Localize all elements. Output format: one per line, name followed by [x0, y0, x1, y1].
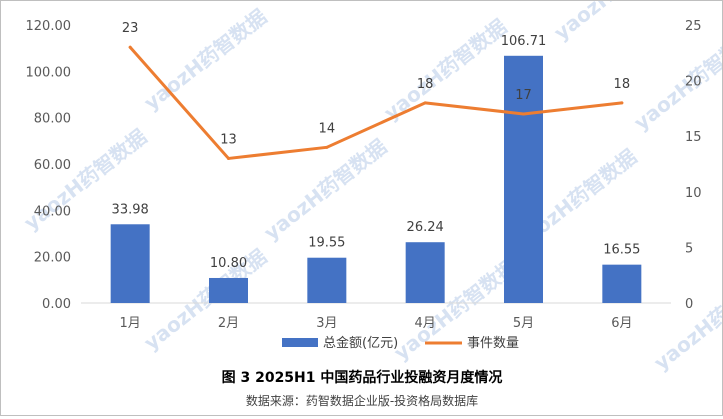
x-axis-category: 4月	[415, 316, 436, 331]
bar-series: 33.98 10.80 19.55 26.24 106.71 16.55	[110, 34, 642, 304]
watermark-text: yaozH药智数据	[139, 5, 271, 115]
legend: 总金额(亿元) 事件数量	[282, 335, 519, 351]
chart-title: 图 3 2025H1 中国药品行业投融资月度情况	[222, 369, 503, 386]
bar	[405, 242, 445, 303]
right-axis-tick: 0	[685, 297, 693, 312]
series-line	[128, 45, 624, 160]
legend-label-bar: 总金额(亿元)	[323, 335, 398, 351]
right-axis-tick: 25	[685, 19, 702, 34]
bar-label: 26.24	[407, 220, 444, 235]
right-axis-tick: 20	[685, 75, 702, 90]
bar-label: 16.55	[603, 243, 640, 258]
line-point	[325, 145, 329, 149]
watermark-text: yaozH药智数据	[649, 265, 722, 375]
x-axis-category: 2月	[218, 316, 239, 331]
watermark-text: yaozH药智数据	[379, 15, 511, 125]
line-label: 13	[220, 132, 237, 147]
x-axis-category: 3月	[316, 316, 337, 331]
line-point	[423, 101, 427, 105]
watermark-text: yaozH药智数据	[139, 245, 271, 355]
x-axis-category: 6月	[611, 316, 632, 331]
x-axis-categories: 1月 2月 3月 4月 5月 6月	[120, 316, 633, 331]
bar	[602, 264, 642, 303]
bar-label: 19.55	[308, 236, 345, 251]
line-point	[522, 112, 525, 116]
bar	[504, 55, 543, 304]
legend-swatch-bar	[282, 338, 318, 347]
watermark-text: yaozH药智数据	[549, 1, 681, 45]
watermark-text: yaozH药智数据	[629, 25, 722, 135]
bar-label: 10.80	[210, 256, 247, 271]
legend-label-line: 事件数量	[467, 336, 519, 351]
left-axis-tick: 100.00	[26, 65, 72, 80]
right-axis-tick: 5	[685, 241, 693, 256]
line-label: 18	[417, 77, 434, 92]
left-axis-tick: 40.00	[34, 204, 71, 219]
line-point	[620, 101, 624, 105]
bar	[209, 277, 248, 303]
left-axis-tick: 20.00	[34, 251, 71, 266]
watermark-text: yaozH药智数据	[259, 135, 391, 245]
x-axis-category: 5月	[513, 316, 534, 331]
line-label: 14	[319, 121, 336, 136]
line-series: 23 13 14 18 17 18	[122, 21, 630, 160]
right-axis-tick: 10	[685, 186, 702, 201]
left-axis-tick: 0.00	[42, 297, 71, 312]
line-label: 18	[614, 77, 631, 92]
data-source: 数据来源：药智数据企业版-投资格局数据库	[246, 393, 478, 408]
left-axis-tick: 120.00	[26, 19, 72, 34]
line-label: 17	[515, 88, 532, 103]
line-point	[128, 45, 132, 49]
left-axis: 0.00 20.00 40.00 60.00 80.00 100.00 120.00	[26, 19, 72, 312]
line-point	[227, 156, 230, 160]
left-axis-tick: 60.00	[34, 158, 71, 173]
bar	[110, 224, 150, 303]
x-axis-category: 1月	[120, 316, 141, 331]
left-axis-tick: 80.00	[34, 112, 71, 127]
right-axis-tick: 15	[685, 130, 702, 145]
bar-label: 33.98	[112, 202, 149, 217]
right-axis: 0 5 10 15 20 25	[685, 19, 702, 312]
bar-label: 106.71	[501, 34, 547, 49]
line-label: 23	[122, 21, 139, 36]
bar	[307, 257, 347, 303]
